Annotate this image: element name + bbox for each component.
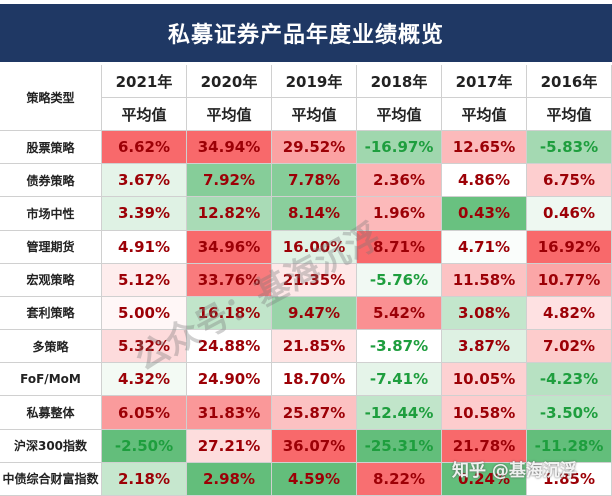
value-cell: 9.47% [272, 296, 357, 331]
sub-header: 平均值 [442, 98, 527, 131]
value-cell: 34.96% [187, 230, 272, 264]
value-cell: -3.50% [527, 396, 612, 430]
value-cell: 31.83% [187, 396, 272, 430]
value-cell: -12.44% [357, 396, 442, 430]
value-cell: 8.22% [357, 462, 442, 496]
value-cell: 7.78% [272, 164, 357, 198]
sub-header: 平均值 [357, 98, 442, 131]
value-cell: 2.18% [102, 462, 187, 496]
row-label: FoF/MoM [0, 363, 102, 397]
value-cell: -11.28% [527, 429, 612, 463]
sub-header: 平均值 [102, 98, 187, 131]
value-cell: -7.41% [357, 363, 442, 397]
row-label: 套利策略 [0, 296, 102, 331]
value-cell: 21.85% [272, 330, 357, 364]
value-cell: -5.76% [357, 263, 442, 297]
value-cell: 5.00% [102, 296, 187, 331]
row-label: 多策略 [0, 330, 102, 364]
value-cell: 4.59% [272, 462, 357, 496]
value-cell: 10.05% [442, 363, 527, 397]
sub-header: 平均值 [272, 98, 357, 131]
year-header: 2019年 [272, 65, 357, 98]
value-cell: 25.87% [272, 396, 357, 430]
value-cell: 6.05% [102, 396, 187, 430]
sub-header: 平均值 [527, 98, 612, 131]
value-cell: -16.97% [357, 131, 442, 165]
value-cell: 0.24% [442, 462, 527, 496]
year-header: 2020年 [187, 65, 272, 98]
value-cell: 4.82% [527, 296, 612, 331]
year-header: 2017年 [442, 65, 527, 98]
value-cell: -25.31% [357, 429, 442, 463]
value-cell: 5.42% [357, 296, 442, 331]
value-cell: 4.32% [102, 363, 187, 397]
row-label: 宏观策略 [0, 263, 102, 297]
value-cell: -5.83% [527, 131, 612, 165]
value-cell: 8.14% [272, 197, 357, 231]
row-label: 市场中性 [0, 197, 102, 231]
value-cell: 5.12% [102, 263, 187, 297]
value-cell: 3.08% [442, 296, 527, 331]
row-label: 私募整体 [0, 396, 102, 430]
value-cell: 11.58% [442, 263, 527, 297]
value-cell: 21.35% [272, 263, 357, 297]
value-cell: 10.58% [442, 396, 527, 430]
value-cell: 34.94% [187, 131, 272, 165]
value-cell: 4.86% [442, 164, 527, 198]
year-header: 2018年 [357, 65, 442, 98]
value-cell: -4.23% [527, 363, 612, 397]
value-cell: 3.87% [442, 330, 527, 364]
value-cell: 4.71% [442, 230, 527, 264]
value-cell: 12.65% [442, 131, 527, 165]
value-cell: 24.88% [187, 330, 272, 364]
row-label: 中债综合财富指数 [0, 462, 102, 496]
row-label: 管理期货 [0, 230, 102, 264]
value-cell: 16.92% [527, 230, 612, 264]
year-header: 2016年 [527, 65, 612, 98]
value-cell: 7.92% [187, 164, 272, 198]
value-cell: 18.70% [272, 363, 357, 397]
value-cell: 2.36% [357, 164, 442, 198]
value-cell: -3.87% [357, 330, 442, 364]
value-cell: 6.75% [527, 164, 612, 198]
value-cell: 3.67% [102, 164, 187, 198]
value-cell: 6.62% [102, 131, 187, 165]
value-cell: 0.43% [442, 197, 527, 231]
value-cell: 21.78% [442, 429, 527, 463]
value-cell: 29.52% [272, 131, 357, 165]
value-cell: 24.90% [187, 363, 272, 397]
corner-header: 策略类型 [0, 65, 102, 131]
row-label: 债券策略 [0, 164, 102, 198]
value-cell: 12.82% [187, 197, 272, 231]
value-cell: 36.07% [272, 429, 357, 463]
value-cell: 5.32% [102, 330, 187, 364]
row-label: 股票策略 [0, 131, 102, 165]
value-cell: 27.21% [187, 429, 272, 463]
value-cell: 3.39% [102, 197, 187, 231]
value-cell: 7.02% [527, 330, 612, 364]
value-cell: 4.91% [102, 230, 187, 264]
value-cell: 16.18% [187, 296, 272, 331]
value-cell: 0.46% [527, 197, 612, 231]
value-cell: 1.85% [527, 462, 612, 496]
value-cell: 33.76% [187, 263, 272, 297]
year-header: 2021年 [102, 65, 187, 98]
value-cell: 2.98% [187, 462, 272, 496]
value-cell: 10.77% [527, 263, 612, 297]
value-cell: 16.00% [272, 230, 357, 264]
value-cell: 1.96% [357, 197, 442, 231]
value-cell: 8.71% [357, 230, 442, 264]
row-label: 沪深300指数 [0, 429, 102, 463]
value-cell: -2.50% [102, 429, 187, 463]
title: 私募证券产品年度业绩概览 [0, 4, 612, 62]
sub-header: 平均值 [187, 98, 272, 131]
